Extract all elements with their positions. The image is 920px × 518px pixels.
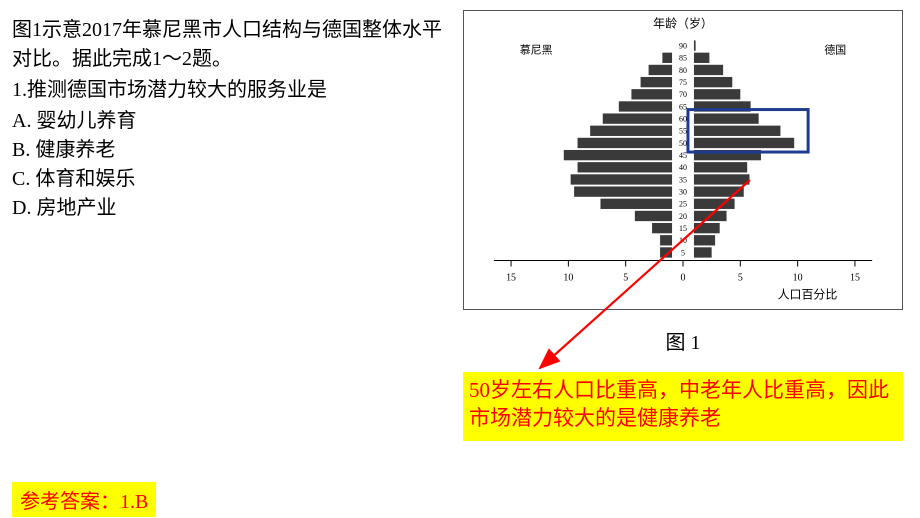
figure-panel: 年龄（岁）慕尼黑德国510152025303540455055606570758… xyxy=(463,10,903,310)
svg-text:65: 65 xyxy=(679,102,687,111)
population-pyramid-chart: 年龄（岁）慕尼黑德国510152025303540455055606570758… xyxy=(464,11,902,309)
question-block: 图1示意2017年慕尼黑市人口结构与德国整体水平对比。据此完成1～2题。 1.推… xyxy=(12,16,452,223)
svg-text:0: 0 xyxy=(681,272,686,283)
svg-text:25: 25 xyxy=(679,200,687,209)
svg-text:5: 5 xyxy=(681,248,685,257)
annotation-text: 50岁左右人口比重高，中老年人比重高，因此市场潜力较大的是健康养老 xyxy=(463,372,903,441)
choice-c: C. 体育和娱乐 xyxy=(12,165,452,194)
svg-text:30: 30 xyxy=(679,188,687,197)
choice-d: D. 房地产业 xyxy=(12,194,452,223)
svg-text:75: 75 xyxy=(679,78,687,87)
svg-text:70: 70 xyxy=(679,90,687,99)
page-root: 图1示意2017年慕尼黑市人口结构与德国整体水平对比。据此完成1～2题。 1.推… xyxy=(0,0,920,518)
svg-text:55: 55 xyxy=(679,127,687,136)
svg-text:85: 85 xyxy=(679,54,687,63)
svg-text:5: 5 xyxy=(623,272,628,283)
svg-text:20: 20 xyxy=(679,212,687,221)
svg-text:60: 60 xyxy=(679,115,687,124)
svg-text:35: 35 xyxy=(679,175,687,184)
svg-text:10: 10 xyxy=(563,272,573,283)
svg-text:10: 10 xyxy=(793,272,803,283)
choice-b: B. 健康养老 xyxy=(12,136,452,165)
choice-a: A. 婴幼儿养育 xyxy=(12,107,452,136)
svg-text:人口百分比: 人口百分比 xyxy=(778,287,838,301)
svg-text:45: 45 xyxy=(679,151,687,160)
svg-text:德国: 德国 xyxy=(824,42,846,56)
svg-text:15: 15 xyxy=(850,272,860,283)
svg-text:50: 50 xyxy=(679,139,687,148)
question-intro: 图1示意2017年慕尼黑市人口结构与德国整体水平对比。据此完成1～2题。 xyxy=(12,16,452,74)
svg-text:15: 15 xyxy=(679,224,687,233)
svg-text:80: 80 xyxy=(679,66,687,75)
svg-text:90: 90 xyxy=(679,42,687,51)
svg-text:年龄（岁）: 年龄（岁） xyxy=(653,16,713,31)
question-prompt: 1.推测德国市场潜力较大的服务业是 xyxy=(12,76,452,105)
svg-text:慕尼黑: 慕尼黑 xyxy=(520,42,553,56)
answer-text: 参考答案：1.B xyxy=(12,482,156,517)
svg-text:5: 5 xyxy=(738,272,743,283)
figure-caption: 图 1 xyxy=(463,326,903,355)
svg-text:15: 15 xyxy=(506,272,516,283)
svg-text:40: 40 xyxy=(679,163,687,172)
svg-text:10: 10 xyxy=(679,236,687,245)
